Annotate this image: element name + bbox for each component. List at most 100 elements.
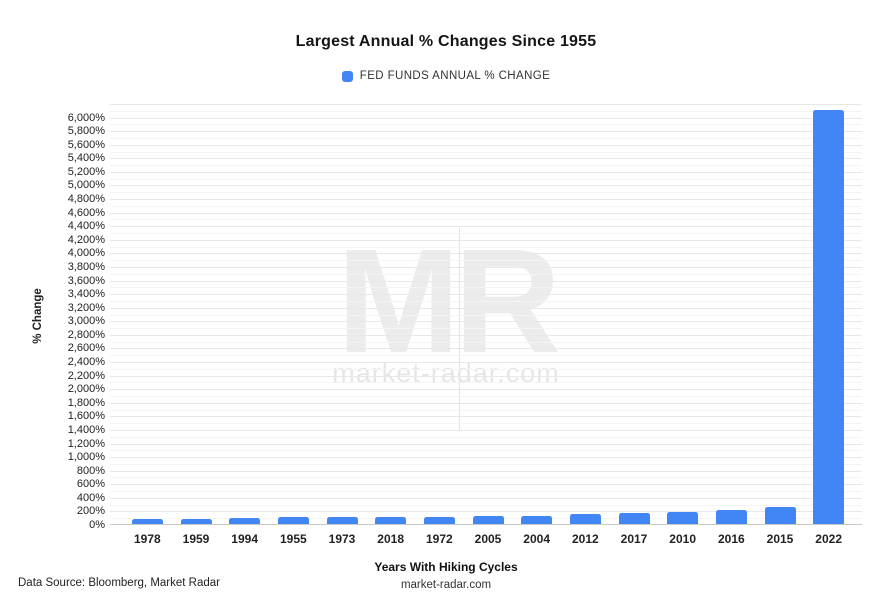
gridline: [110, 470, 862, 472]
x-tick-label-1994: 1994: [231, 532, 259, 546]
gridline: [110, 260, 862, 262]
y-axis-labels: 0% 200% 400% 600% 800% 1,000% 1,200% 1,400% 1,60…: [0, 104, 105, 531]
x-tick-label-1955: 1955: [279, 532, 307, 546]
bar-2017[interactable]: [618, 512, 650, 524]
bar-1955[interactable]: [277, 517, 309, 524]
x-tick-label-2015: 2015: [766, 532, 794, 546]
y-tick-label: 1,200%: [67, 437, 105, 450]
plot-area: [110, 104, 862, 525]
gridline: [110, 491, 862, 493]
y-tick-label: 0%: [89, 519, 105, 531]
bar-2018[interactable]: [375, 517, 407, 524]
gridline: [110, 497, 862, 499]
bar-2015[interactable]: [764, 507, 796, 524]
chart-title: Largest Annual % Changes Since 1955: [295, 33, 597, 50]
y-tick-label: 600%: [76, 478, 105, 491]
y-tick-label: 1,600%: [67, 410, 105, 423]
gridline: [110, 212, 862, 214]
x-tick-label-1972: 1972: [425, 532, 453, 546]
gridline: [110, 477, 862, 479]
gridline: [110, 205, 862, 207]
y-tick-label: 1,800%: [67, 396, 105, 409]
gridline: [110, 362, 862, 364]
bar-series: [123, 104, 853, 524]
bar-2004[interactable]: [521, 515, 553, 524]
y-tick-label: 2,000%: [67, 383, 105, 396]
bar-1972[interactable]: [423, 516, 455, 524]
y-tick-label: 4,400%: [67, 220, 105, 233]
gridline: [110, 368, 862, 370]
gridline: [110, 178, 862, 180]
gridline: [110, 443, 862, 445]
bar-1978[interactable]: [131, 518, 163, 524]
legend-item-fed-funds[interactable]: FED FUNDS ANNUAL % CHANGE: [0, 70, 892, 82]
bar-1973[interactable]: [326, 517, 358, 524]
gridline: [110, 104, 862, 105]
y-tick-label: 2,400%: [67, 356, 105, 369]
bar-2022[interactable]: [813, 109, 845, 524]
bar-1959[interactable]: [180, 518, 212, 524]
y-tick-label: 4,800%: [67, 193, 105, 206]
legend-label: FED FUNDS ANNUAL % CHANGE: [359, 70, 551, 82]
gridline: [110, 375, 862, 377]
gridline: [110, 429, 862, 431]
y-tick-label: 1,400%: [67, 423, 105, 436]
y-tick-label: 3,200%: [67, 301, 105, 314]
y-tick-label: 3,000%: [67, 315, 105, 328]
y-tick-label: 3,600%: [67, 274, 105, 287]
bar-2012[interactable]: [569, 514, 601, 524]
x-tick-label-1978: 1978: [133, 532, 161, 546]
y-tick-label: 5,000%: [67, 179, 105, 192]
gridline: [110, 321, 862, 323]
y-tick-label: 4,200%: [67, 233, 105, 246]
gridline: [110, 355, 862, 357]
gridline: [110, 131, 862, 133]
x-tick-label-1959: 1959: [182, 532, 210, 546]
y-tick-label: 2,800%: [67, 328, 105, 341]
y-tick-label: 4,600%: [67, 206, 105, 219]
gridline: [110, 219, 862, 221]
x-tick-label-2018: 2018: [377, 532, 405, 546]
gridline: [110, 280, 862, 282]
gridline: [110, 246, 862, 248]
gridline: [110, 307, 862, 309]
gridline: [110, 117, 862, 119]
gridline: [110, 199, 862, 201]
gridline: [110, 226, 862, 228]
x-axis-labels: 1978 1959 1994 1955 1973 2018 1972 2005 2004 2012…: [123, 532, 853, 546]
gridline: [110, 511, 862, 513]
gridline: [110, 402, 862, 404]
gridline: [110, 409, 862, 411]
gridline: [110, 110, 862, 112]
gridline: [110, 144, 862, 146]
y-tick-label: 5,800%: [67, 125, 105, 138]
y-tick-label: 6,000%: [67, 111, 105, 124]
bar-2005[interactable]: [472, 515, 504, 524]
y-tick-label: 2,200%: [67, 369, 105, 382]
gridline: [110, 389, 862, 391]
gridline: [110, 416, 862, 418]
gridline: [110, 300, 862, 302]
y-tick-label: 400%: [76, 491, 105, 504]
x-tick-label-2004: 2004: [523, 532, 551, 546]
legend-swatch-icon: [341, 70, 353, 82]
bar-2016[interactable]: [715, 510, 747, 524]
gridline: [110, 266, 862, 268]
y-tick-label: 800%: [76, 464, 105, 477]
x-tick-label-2010: 2010: [669, 532, 697, 546]
gridline: [110, 137, 862, 139]
x-axis-title: Years With Hiking Cycles: [374, 560, 518, 574]
bar-1994[interactable]: [229, 518, 261, 524]
gridline: [110, 192, 862, 194]
gridline: [110, 341, 862, 343]
gridline: [110, 294, 862, 296]
gridline: [110, 328, 862, 330]
footer-site-url: market-radar.com: [400, 579, 492, 591]
gridline: [110, 382, 862, 384]
y-tick-label: 200%: [76, 505, 105, 518]
gridline: [110, 165, 862, 167]
bar-2010[interactable]: [667, 511, 699, 524]
x-tick-label-1973: 1973: [328, 532, 356, 546]
gridline: [110, 253, 862, 255]
